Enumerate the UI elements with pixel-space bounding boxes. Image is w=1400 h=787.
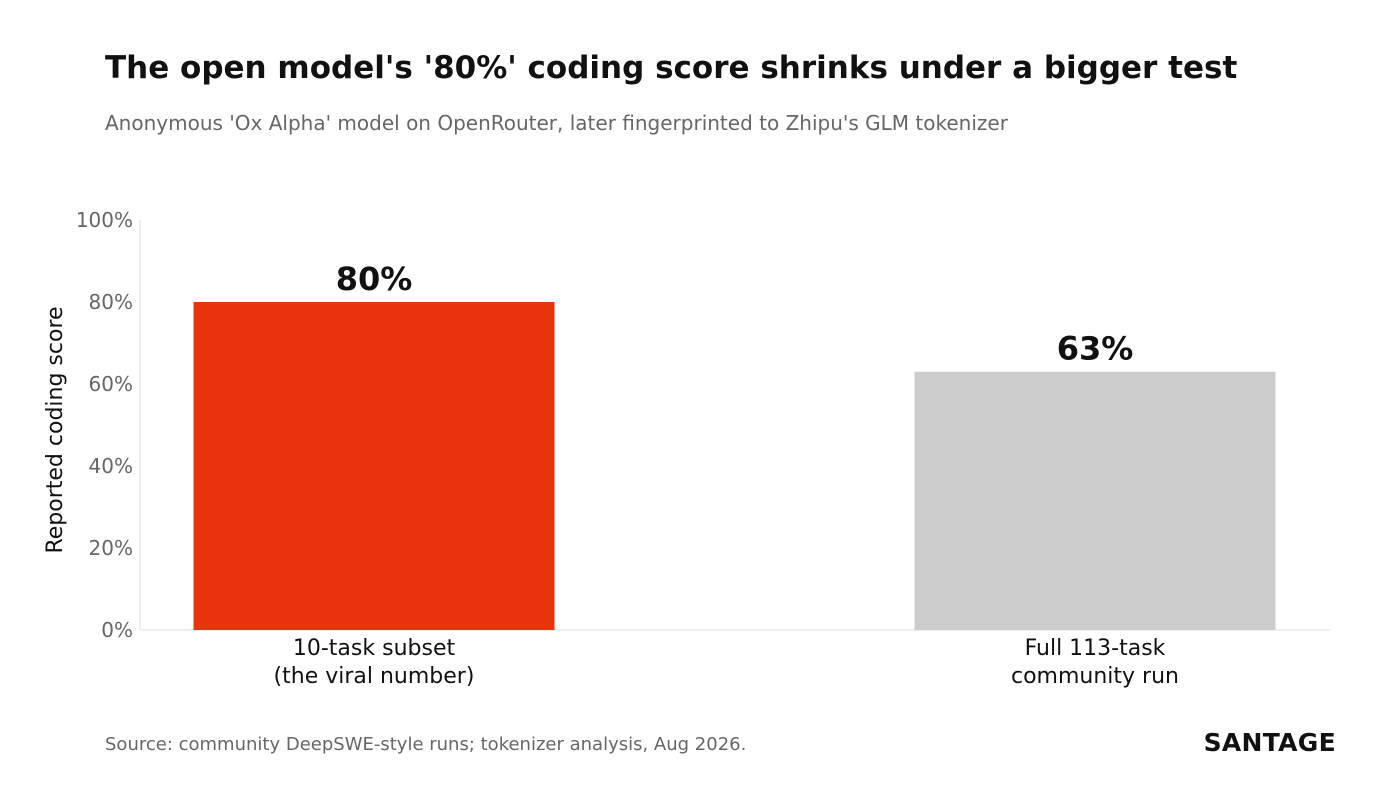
x-tick-label: Full 113-task <box>1025 636 1166 661</box>
bar-2 <box>914 371 1276 630</box>
x-tick-label: 10-task subset <box>293 636 456 661</box>
y-tick-label: 80% <box>89 290 133 314</box>
data-label-1: 80% <box>336 260 413 298</box>
x-tick-label: (the viral number) <box>274 664 475 689</box>
y-tick-label: 40% <box>89 454 133 478</box>
y-axis-label: Reported coding score <box>43 306 68 553</box>
y-tick-label: 60% <box>89 372 133 396</box>
y-tick-label: 20% <box>89 536 133 560</box>
chart-subtitle: Anonymous 'Ox Alpha' model on OpenRouter… <box>105 111 1008 135</box>
y-tick-label: 0% <box>101 618 133 642</box>
source-note: Source: community DeepSWE-style runs; to… <box>105 734 747 755</box>
data-label-2: 63% <box>1057 330 1134 368</box>
x-tick-label: community run <box>1011 664 1179 689</box>
y-tick-label: 100% <box>76 208 133 232</box>
chart-title: The open model's '80%' coding score shri… <box>105 50 1238 86</box>
brand-logo: SANTAGE <box>1203 728 1336 757</box>
bar-1 <box>193 302 555 630</box>
